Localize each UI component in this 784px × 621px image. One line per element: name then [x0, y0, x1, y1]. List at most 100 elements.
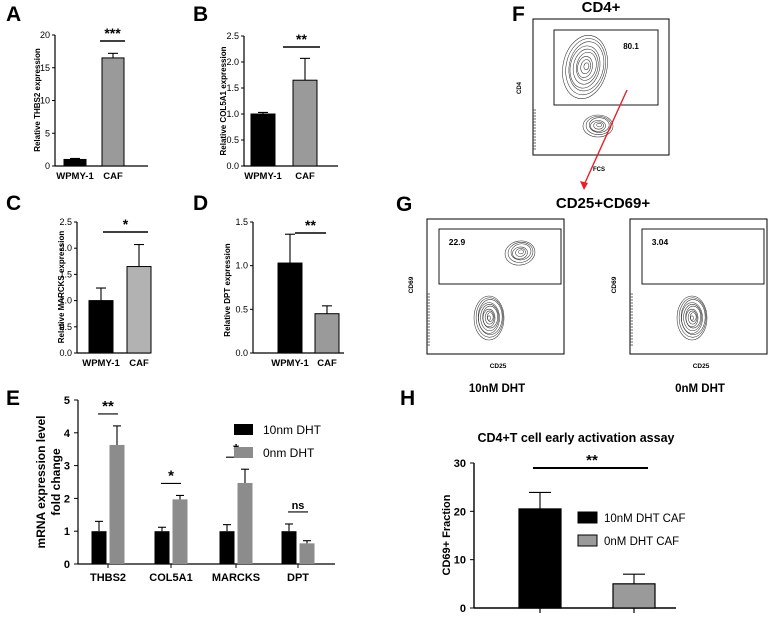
- bar-caf: [126, 266, 152, 354]
- gate-box: [553, 29, 659, 106]
- population-contour: [576, 51, 597, 81]
- population-contour: [480, 304, 499, 331]
- y-tick-label: 2.5: [59, 217, 72, 227]
- y-tick-label: 0.5: [226, 135, 239, 145]
- x-category-label: CAF: [103, 171, 123, 182]
- population-contour: [475, 297, 504, 338]
- legend-label: 0nm DHT: [263, 446, 315, 460]
- y-tick-label: 0: [45, 161, 50, 171]
- x-category-label: WPMY-1: [56, 171, 94, 182]
- population-contour: [683, 304, 702, 331]
- bar-wpmy-1: [88, 300, 114, 354]
- population-contour: [569, 45, 601, 89]
- y-tick-label: 0: [64, 559, 70, 571]
- y-tick-label: 2.0: [59, 243, 72, 253]
- legend-swatch: [234, 447, 253, 458]
- chart-d: 0.0 0.5 1.0 1.5 WPMY-1 CAF Relative DPT expres…: [223, 217, 344, 369]
- bar-caf: [292, 79, 318, 167]
- bar-caf: [314, 313, 340, 354]
- y-axis-label-line1: mRNA expression level: [34, 416, 48, 549]
- population-contour: [518, 249, 524, 255]
- bar-h-0: [518, 508, 562, 609]
- y-tick-label: 2.5: [226, 31, 239, 41]
- flow-plot-cd25-cd69-1: 3.04 CD25 CD69 0nM DHT: [611, 218, 768, 395]
- panel-label-a: A: [6, 3, 22, 26]
- population-contour: [562, 35, 608, 99]
- y-axis-label: Relative MARCKS expression: [57, 231, 66, 344]
- y-tick-label: 4: [64, 428, 71, 440]
- gate-box: [438, 228, 562, 285]
- population-contour: [593, 121, 604, 130]
- population-contour: [477, 299, 503, 335]
- y-axis-label: CD69+ Fraction: [441, 494, 453, 575]
- bar-dpt-1: [299, 543, 315, 564]
- flow-plot-cd25-cd69-0: 22.9 CD25 CD69 10nM DHT: [408, 218, 565, 395]
- plot-frame: [629, 218, 768, 355]
- population-contour: [678, 297, 707, 338]
- significance-stars: **: [586, 452, 598, 469]
- population-contour: [478, 302, 500, 334]
- population-contour: [572, 48, 599, 85]
- legend-label: 10nM DHT CAF: [604, 513, 686, 525]
- bar-h-1: [612, 583, 656, 609]
- population-contour: [482, 305, 498, 329]
- gating-arrow: [583, 89, 628, 186]
- plot-title: CD25+CD69+: [556, 195, 650, 212]
- x-category-label: WPMY-1: [271, 358, 309, 369]
- y-tick-label: 0.5: [59, 322, 72, 332]
- y-tick-label: 0: [460, 603, 466, 615]
- y-axis-label: Relative DPT expression: [223, 243, 232, 336]
- legend-swatch: [577, 511, 598, 524]
- population-contour: [510, 243, 532, 261]
- y-tick-label: 15: [40, 63, 50, 73]
- population-contour: [582, 114, 614, 138]
- population-contour: [568, 41, 605, 92]
- x-category-label: MARCKS: [212, 572, 260, 584]
- x-category-label: DPT: [287, 572, 309, 584]
- x-axis-label: CD25: [490, 363, 507, 370]
- y-axis-label: CD4: [517, 81, 523, 94]
- legend-label: 10nm DHT: [263, 423, 322, 437]
- population-contour: [690, 315, 694, 321]
- y-axis-label: CD69: [611, 276, 618, 293]
- population-contour: [512, 246, 528, 260]
- population-contour: [689, 312, 697, 322]
- y-tick-label: 0.0: [235, 348, 248, 358]
- gate-value: 80.1: [623, 42, 639, 51]
- significance-stars: *: [123, 216, 129, 232]
- x-axis-label: CD25: [693, 363, 710, 370]
- population-contour: [515, 248, 526, 257]
- x-category-label: WPMY-1: [82, 358, 120, 369]
- gate-box: [641, 228, 765, 285]
- bar-wpmy-1: [63, 158, 87, 167]
- chart-title: CD4+T cell early activation assay: [478, 431, 675, 445]
- y-tick-label: 1.0: [235, 261, 248, 271]
- x-category-label: COL5A1: [149, 572, 192, 584]
- panel-label-e: E: [6, 387, 21, 410]
- bar-caf: [101, 57, 125, 167]
- population-contour: [484, 310, 495, 325]
- y-axis-label: Relative COL5A1 expression: [219, 46, 228, 155]
- significance-stars: **: [305, 217, 316, 233]
- bar-thbs2-0: [91, 531, 107, 564]
- significance-mark: ns: [292, 500, 305, 512]
- population-contour: [577, 56, 593, 78]
- x-category-label: CAF: [317, 358, 337, 369]
- y-tick-label: 2.0: [226, 57, 239, 67]
- population-contour: [473, 295, 505, 341]
- x-axis-label: FCS: [593, 167, 605, 173]
- bar-wpmy-1: [277, 262, 303, 354]
- population-contour: [596, 122, 602, 128]
- bar-marcks-1: [237, 482, 253, 564]
- y-tick-label: 10: [40, 96, 50, 106]
- x-category-label: THBS2: [90, 572, 126, 584]
- gate-value: 22.9: [449, 237, 466, 247]
- y-tick-label: 1.5: [226, 83, 239, 93]
- population-contour: [583, 62, 590, 71]
- bar-col5a1-0: [154, 531, 170, 564]
- bar-marcks-0: [219, 531, 235, 564]
- condition-label: 10nM DHT: [469, 383, 525, 395]
- panel-label-h: H: [400, 387, 416, 410]
- y-tick-label: 2: [64, 493, 70, 505]
